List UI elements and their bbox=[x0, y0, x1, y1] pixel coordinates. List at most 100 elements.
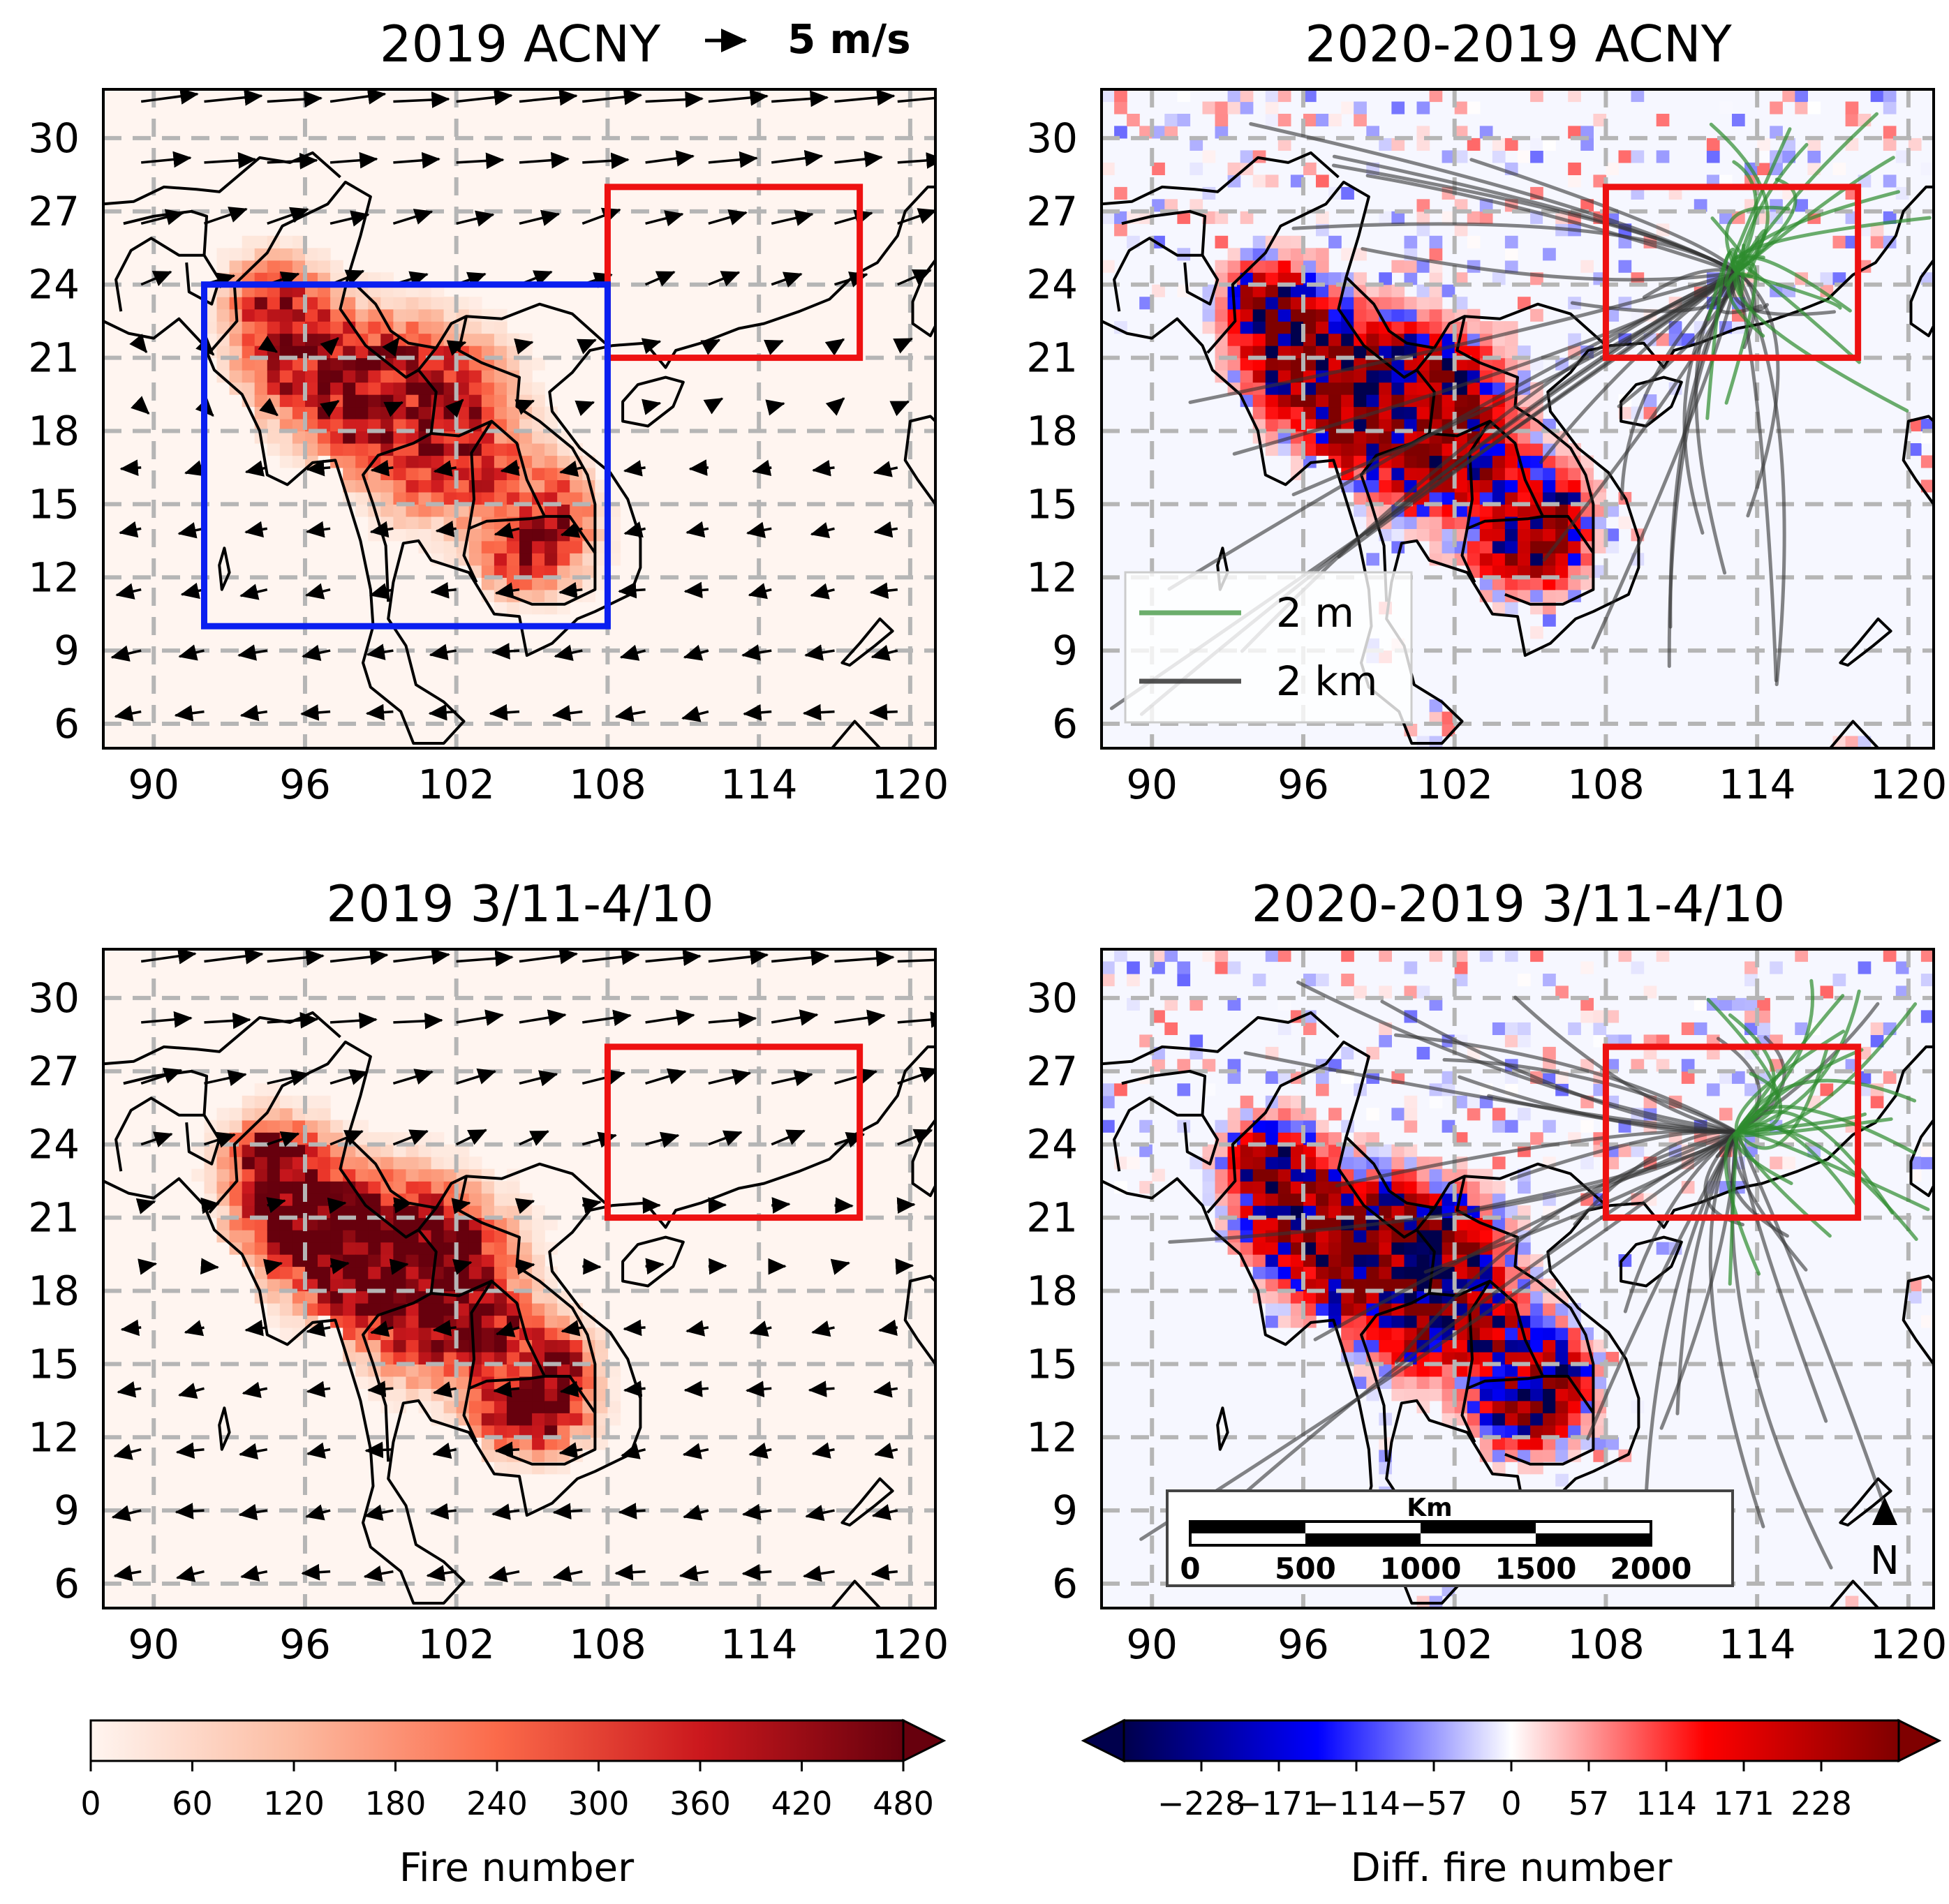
fire-cell bbox=[1328, 1132, 1342, 1145]
fire-cell bbox=[1404, 308, 1418, 322]
fire-cell bbox=[1316, 1279, 1329, 1292]
fire-cell bbox=[1391, 1339, 1405, 1353]
fire-cell bbox=[1429, 1230, 1443, 1243]
fire-cell bbox=[254, 308, 268, 322]
fire-cell bbox=[494, 1242, 507, 1255]
fire-cell bbox=[1719, 1108, 1733, 1121]
fire-cell bbox=[1290, 1242, 1304, 1255]
fire-cell bbox=[468, 1388, 482, 1401]
border-line bbox=[417, 1228, 597, 1466]
fire-cell bbox=[595, 1425, 609, 1438]
fire-cell bbox=[481, 345, 495, 359]
fire-cell bbox=[1240, 1095, 1254, 1108]
fire-cell bbox=[1442, 211, 1455, 224]
lon-tick-label: 108 bbox=[569, 761, 646, 808]
fire-grid bbox=[1102, 89, 1934, 748]
fire-cell bbox=[1580, 565, 1594, 578]
fire-cell bbox=[1492, 491, 1506, 505]
fire-cell bbox=[544, 528, 558, 542]
fire-cell bbox=[1568, 1339, 1581, 1353]
wind-arrow bbox=[810, 522, 835, 539]
fire-cell bbox=[418, 321, 432, 334]
fire-cell bbox=[393, 1181, 407, 1194]
lon-tick-label: 96 bbox=[279, 761, 331, 808]
fire-cell bbox=[242, 1230, 255, 1243]
fire-cell bbox=[1656, 1059, 1670, 1072]
fire-cell bbox=[1416, 284, 1430, 297]
fire-cell bbox=[1227, 89, 1241, 103]
wind-arrow bbox=[834, 950, 895, 967]
fire-cell bbox=[519, 1449, 533, 1462]
lat-tick-label: 21 bbox=[28, 334, 80, 382]
fire-cell bbox=[279, 1315, 293, 1328]
fire-cell bbox=[254, 1144, 268, 1157]
fire-cell bbox=[1404, 1303, 1418, 1316]
fire-cell bbox=[1164, 126, 1178, 139]
fire-cell bbox=[1290, 1193, 1304, 1206]
fire-cell bbox=[1290, 297, 1304, 310]
fire-cell bbox=[456, 1339, 470, 1353]
fire-cell bbox=[481, 321, 495, 334]
fire-cell bbox=[1277, 1168, 1291, 1182]
fire-cell bbox=[1706, 137, 1720, 151]
fire-cell bbox=[267, 1291, 281, 1304]
fire-cell bbox=[318, 1254, 331, 1267]
fire-cell bbox=[1442, 711, 1455, 724]
fire-cell bbox=[1518, 553, 1531, 566]
fire-cell bbox=[355, 1364, 369, 1377]
fire-cell bbox=[1265, 248, 1279, 261]
fire-cell bbox=[242, 1193, 255, 1206]
fire-cell bbox=[1252, 1156, 1266, 1170]
fire-cell bbox=[1265, 1303, 1279, 1316]
fire-cell bbox=[1391, 419, 1405, 432]
trajectory-2km bbox=[1361, 246, 1739, 282]
fire-cell bbox=[216, 1181, 230, 1194]
wind-arrow bbox=[244, 1319, 268, 1337]
fire-cell bbox=[1341, 1205, 1354, 1219]
fire-cell bbox=[1240, 1205, 1254, 1219]
wind-arrow bbox=[514, 399, 535, 415]
fire-cell bbox=[279, 443, 293, 456]
lon-tick-label: 102 bbox=[1416, 1621, 1493, 1668]
lat-tick-label: 12 bbox=[28, 1413, 80, 1461]
fire-cell bbox=[406, 382, 420, 395]
fire-cell bbox=[343, 321, 356, 334]
fire-cell bbox=[380, 1364, 394, 1377]
wind-arrow bbox=[897, 96, 935, 103]
fire-cell bbox=[570, 479, 583, 493]
fire-cell bbox=[1277, 1022, 1291, 1035]
fire-cell bbox=[292, 1303, 306, 1316]
fire-cell bbox=[1290, 272, 1304, 285]
fire-cell bbox=[1316, 1266, 1329, 1279]
fire-cell bbox=[1379, 137, 1392, 151]
fire-cell bbox=[1492, 1462, 1506, 1475]
fire-cell bbox=[1492, 345, 1506, 359]
fire-cell bbox=[380, 1156, 394, 1170]
fire-cell bbox=[355, 1156, 369, 1170]
source-region-box bbox=[200, 281, 611, 630]
fire-cell bbox=[443, 308, 457, 322]
fire-cell bbox=[1416, 1388, 1430, 1401]
fire-cell bbox=[456, 516, 470, 529]
fire-cell bbox=[292, 1217, 306, 1230]
fire-cell bbox=[595, 1364, 609, 1377]
fire-cell bbox=[1290, 284, 1304, 297]
fire-cell bbox=[1920, 162, 1934, 175]
fire-cell bbox=[1290, 308, 1304, 322]
fire-cell bbox=[1442, 1279, 1455, 1292]
fire-cell bbox=[267, 308, 281, 322]
fire-cell bbox=[1442, 1120, 1455, 1133]
fire-cell bbox=[1416, 1193, 1430, 1206]
trajectory-2km bbox=[1735, 1130, 1888, 1512]
fire-cell bbox=[1290, 1205, 1304, 1219]
fire-cell bbox=[1593, 1437, 1607, 1450]
fire-cell bbox=[1265, 260, 1279, 273]
fire-cell bbox=[406, 479, 420, 493]
fire-cell bbox=[1354, 419, 1367, 432]
wind-arrow bbox=[393, 91, 450, 108]
fire-cell bbox=[305, 1144, 318, 1157]
fire-cell bbox=[506, 1279, 520, 1292]
fire-cell bbox=[1404, 516, 1418, 529]
wind-arrow bbox=[117, 1381, 142, 1398]
fire-cell bbox=[393, 1168, 407, 1182]
